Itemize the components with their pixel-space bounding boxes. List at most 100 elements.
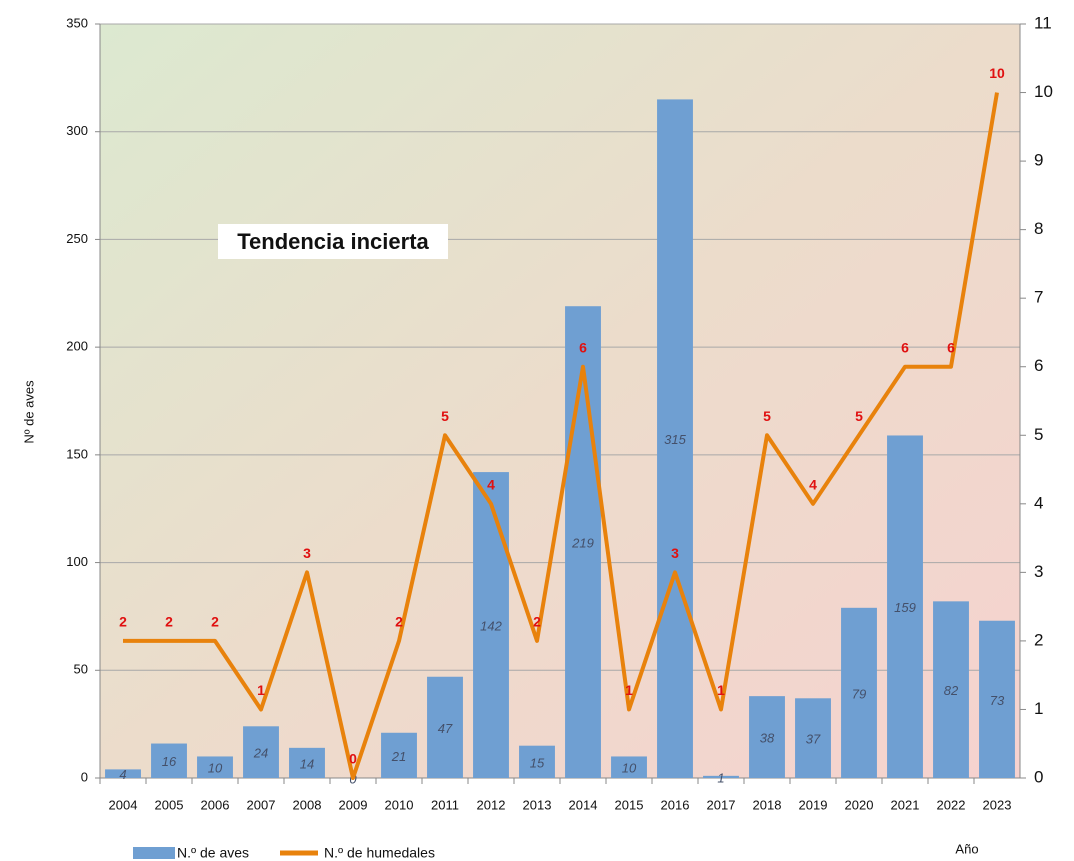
bar-value-label: 315 — [664, 432, 686, 447]
bar — [381, 732, 417, 778]
line-value-label: 1 — [625, 682, 633, 698]
line-value-label: 10 — [989, 65, 1005, 81]
line-value-label: 5 — [441, 408, 449, 424]
y-tick-label: 0 — [81, 769, 88, 784]
x-tick-label: 2005 — [155, 797, 184, 812]
bar-value-label: 37 — [806, 732, 821, 747]
bar — [519, 745, 555, 778]
y2-tick-label: 0 — [1034, 767, 1043, 786]
bar-value-label: 16 — [162, 754, 177, 769]
x-tick-label: 2022 — [937, 797, 966, 812]
y-tick-label: 300 — [66, 123, 88, 138]
y-axis-label: Nº de aves — [21, 380, 36, 444]
bar-value-label: 10 — [622, 761, 637, 776]
bar — [749, 696, 785, 778]
bar — [887, 435, 923, 778]
y2-tick-label: 1 — [1034, 699, 1043, 718]
line-value-label: 0 — [349, 751, 357, 767]
bar-value-label: 4 — [119, 767, 126, 782]
bar-value-label: 15 — [530, 755, 545, 770]
x-axis-label: Año — [955, 841, 978, 856]
line-value-label: 5 — [763, 408, 771, 424]
y2-tick-label: 8 — [1034, 219, 1043, 238]
y2-tick-label: 10 — [1034, 82, 1053, 101]
x-tick-label: 2021 — [891, 797, 920, 812]
x-tick-label: 2008 — [293, 797, 322, 812]
bar — [151, 743, 187, 778]
x-tick-label: 2004 — [109, 797, 138, 812]
legend-swatch — [133, 847, 175, 859]
y-tick-label: 150 — [66, 446, 88, 461]
x-tick-label: 2006 — [201, 797, 230, 812]
bar-value-label: 159 — [894, 600, 916, 615]
legend-label: N.º de humedales — [324, 845, 435, 861]
y2-tick-label: 11 — [1034, 13, 1052, 32]
x-tick-label: 2012 — [477, 797, 506, 812]
x-tick-label: 2016 — [661, 797, 690, 812]
bar — [611, 756, 647, 778]
line-value-label: 3 — [303, 545, 311, 561]
bar — [105, 769, 141, 778]
bar-value-label: 21 — [391, 749, 406, 764]
line-value-label: 4 — [809, 477, 817, 493]
bar — [289, 747, 325, 778]
y2-tick-label: 2 — [1034, 630, 1043, 649]
bar — [565, 306, 601, 778]
line-value-label: 4 — [487, 477, 495, 493]
x-tick-label: 2011 — [431, 797, 459, 812]
bar-value-label: 142 — [480, 618, 502, 633]
x-tick-label: 2009 — [339, 797, 368, 812]
bar — [473, 472, 509, 778]
x-tick-label: 2020 — [845, 797, 874, 812]
y-tick-label: 350 — [66, 15, 88, 30]
bar-value-label: 38 — [760, 731, 775, 746]
bar-value-label: 82 — [944, 683, 959, 698]
x-tick-label: 2013 — [523, 797, 552, 812]
x-tick-label: 2007 — [247, 797, 276, 812]
legend-label: N.º de aves — [177, 845, 249, 861]
bar — [243, 726, 279, 778]
y-tick-label: 50 — [74, 662, 88, 677]
y-tick-label: 100 — [66, 554, 88, 569]
y2-tick-label: 7 — [1034, 288, 1043, 307]
bar — [197, 756, 233, 778]
bar-value-label: 10 — [208, 761, 223, 776]
y2-tick-label: 4 — [1034, 493, 1043, 512]
bar-value-label: 14 — [300, 756, 314, 771]
line-value-label: 1 — [717, 682, 725, 698]
x-tick-label: 2019 — [799, 797, 828, 812]
bar — [841, 607, 877, 778]
bar-value-label: 79 — [852, 686, 866, 701]
bar-value-label: 1 — [717, 770, 724, 785]
bar — [657, 99, 693, 778]
bar-value-label: 219 — [571, 536, 594, 551]
line-value-label: 6 — [947, 339, 955, 355]
line-value-label: 2 — [119, 614, 127, 630]
line-value-label: 2 — [211, 614, 219, 630]
y2-tick-label: 9 — [1034, 151, 1043, 170]
bar-value-label: 47 — [438, 721, 453, 736]
y2-tick-label: 5 — [1034, 425, 1043, 444]
line-value-label: 6 — [579, 339, 587, 355]
bar-value-label: 73 — [990, 693, 1005, 708]
annotation: Tendencia incierta — [237, 229, 429, 254]
line-value-label: 2 — [533, 614, 541, 630]
bar — [427, 676, 463, 778]
x-tick-label: 2014 — [569, 797, 598, 812]
line-value-label: 3 — [671, 545, 679, 561]
y2-tick-label: 6 — [1034, 356, 1043, 375]
line-value-label: 2 — [165, 614, 173, 630]
line-value-label: 6 — [901, 339, 909, 355]
line-value-label: 5 — [855, 408, 863, 424]
bar — [795, 698, 831, 778]
bar-value-label: 24 — [253, 746, 268, 761]
x-tick-label: 2023 — [983, 797, 1012, 812]
bar — [979, 620, 1015, 778]
line-value-label: 1 — [257, 682, 265, 698]
y2-tick-label: 3 — [1034, 562, 1043, 581]
x-tick-label: 2017 — [707, 797, 736, 812]
line — [123, 92, 999, 780]
bar — [703, 775, 739, 778]
annotation-box — [218, 224, 448, 259]
